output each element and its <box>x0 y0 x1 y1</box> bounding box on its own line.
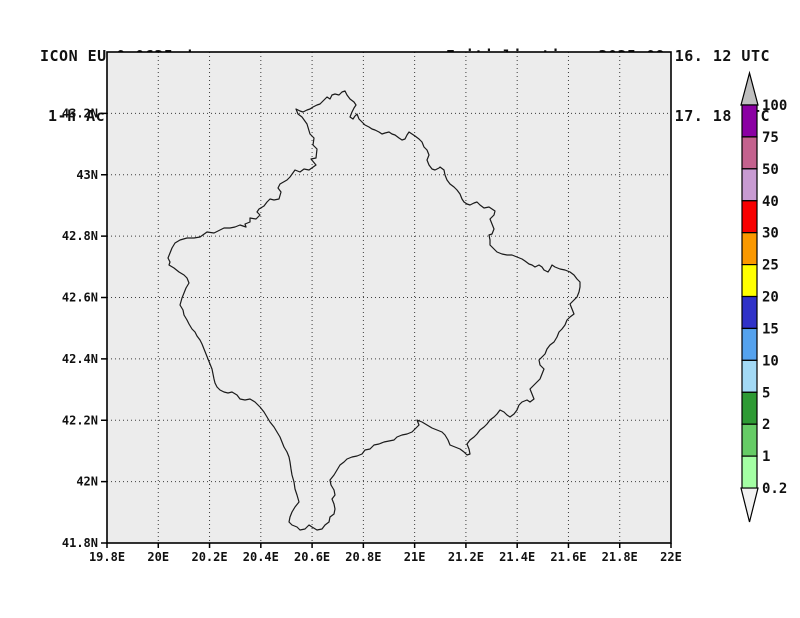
colorbar-segment <box>741 232 758 266</box>
colorbar-label: 0.2 <box>762 481 787 497</box>
colorbar-segment <box>741 423 758 457</box>
lon-tick-label: 21.4E <box>499 550 535 564</box>
colorbar-segment <box>741 455 758 489</box>
colorbar-segment <box>741 391 758 425</box>
colorbar-label: 40 <box>762 194 779 210</box>
colorbar-label: 100 <box>762 98 787 114</box>
colorbar-under-arrow <box>740 487 759 523</box>
colorbar-label: 20 <box>762 290 779 306</box>
lat-tick-label: 42.2N <box>62 413 98 427</box>
lon-tick-label: 20.8E <box>345 550 381 564</box>
colorbar-segment <box>741 359 758 393</box>
lat-tick-label: 42N <box>76 475 98 489</box>
colorbar-label: 75 <box>762 130 779 146</box>
colorbar-segment <box>741 327 758 361</box>
colorbar-over-arrow <box>740 70 759 106</box>
lon-tick-label: 21.2E <box>448 550 484 564</box>
colorbar-label: 2 <box>762 417 770 433</box>
lat-tick-label: 42.4N <box>62 352 98 366</box>
lat-tick-label: 42.6N <box>62 291 98 305</box>
colorbar-segment <box>741 200 758 234</box>
colorbar-segment <box>741 295 758 330</box>
colorbar-label: 1 <box>762 449 770 465</box>
kosovo-border <box>167 90 581 531</box>
colorbar-segment <box>741 136 758 170</box>
map-frame <box>106 51 672 544</box>
colorbar-label: 5 <box>762 385 770 401</box>
lon-tick-label: 20E <box>147 550 169 564</box>
lon-tick-label: 20.4E <box>243 550 279 564</box>
lon-tick-label: 21E <box>404 550 426 564</box>
colorbar-segment <box>741 168 758 202</box>
colorbar-label: 25 <box>762 258 779 274</box>
lat-tick-label: 41.8N <box>62 536 98 550</box>
lon-tick-label: 20.6E <box>294 550 330 564</box>
lat-tick-label: 42.8N <box>62 229 98 243</box>
lat-tick-label: 43N <box>76 168 98 182</box>
colorbar-label: 15 <box>762 321 779 337</box>
lon-tick-label: 21.8E <box>602 550 638 564</box>
lon-tick-label: 19.8E <box>89 550 125 564</box>
lon-tick-label: 21.6E <box>550 550 586 564</box>
colorbar-segment <box>741 264 758 298</box>
lon-tick-label: 20.2E <box>191 550 227 564</box>
colorbar-label: 50 <box>762 162 779 178</box>
lon-tick-label: 22E <box>660 550 682 564</box>
lat-tick-label: 43.2N <box>62 106 98 120</box>
colorbar-label: 10 <box>762 353 779 369</box>
colorbar-label: 30 <box>762 226 779 242</box>
colorbar-segment <box>741 104 758 138</box>
